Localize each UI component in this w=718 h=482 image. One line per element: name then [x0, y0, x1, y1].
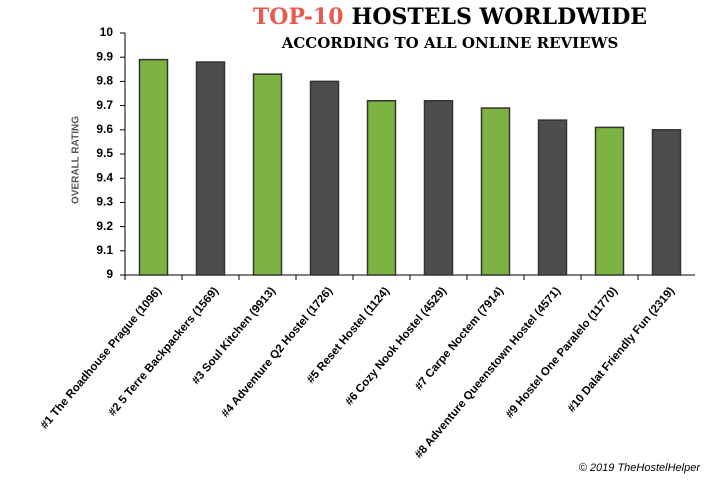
y-tick-label: 9.9: [96, 49, 113, 63]
bar: [195, 61, 226, 276]
bar: [480, 107, 511, 276]
y-tick-label: 9.6: [96, 122, 113, 136]
bar: [423, 100, 454, 276]
bar: [309, 80, 340, 276]
title-rest: HOSTELS WORLDWIDE: [352, 4, 648, 30]
chart-subtitle: ACCORDING TO ALL ONLINE REVIEWS: [281, 34, 619, 52]
y-tick-label: 9.4: [96, 170, 113, 184]
y-tick-label: 9.7: [96, 98, 113, 112]
bar: [252, 73, 283, 276]
y-tick-label: 9: [106, 267, 113, 281]
y-tick-label: 9.1: [96, 243, 113, 257]
x-tick-label: #2 5 Terre Backpackers (1569): [106, 285, 221, 419]
x-tick-label: #1 The Roadhouse Prague (1096): [39, 285, 165, 431]
x-tick-label: #6 Cozy Nook Hostel (4529): [343, 285, 449, 408]
y-tick-label: 9.5: [96, 146, 113, 160]
title-highlight: TOP-10: [253, 4, 344, 30]
chart-title: TOP-10 HOSTELS WORLDWIDE: [253, 4, 647, 30]
footer: © 2019 TheHostelHelper: [579, 462, 702, 474]
y-tick-label: 9.3: [96, 195, 113, 209]
x-tick-label: #10 Dalat Friendly Fun (2319): [566, 285, 678, 415]
bar: [138, 58, 169, 276]
x-tick-label: #4 Adventure Q2 Hostel (1726): [219, 285, 335, 420]
bar: [594, 126, 625, 276]
bar: [366, 100, 397, 276]
bar: [651, 129, 682, 276]
y-tick-label: 9.8: [96, 74, 113, 88]
y-tick-label: 9.2: [96, 219, 113, 233]
y-tick-label: 10: [100, 25, 114, 39]
x-tick-label: #9 Hostel One Paralelo (11770): [504, 285, 621, 421]
y-axis-label: OVERALL RATING: [71, 116, 82, 204]
bar: [537, 119, 568, 276]
